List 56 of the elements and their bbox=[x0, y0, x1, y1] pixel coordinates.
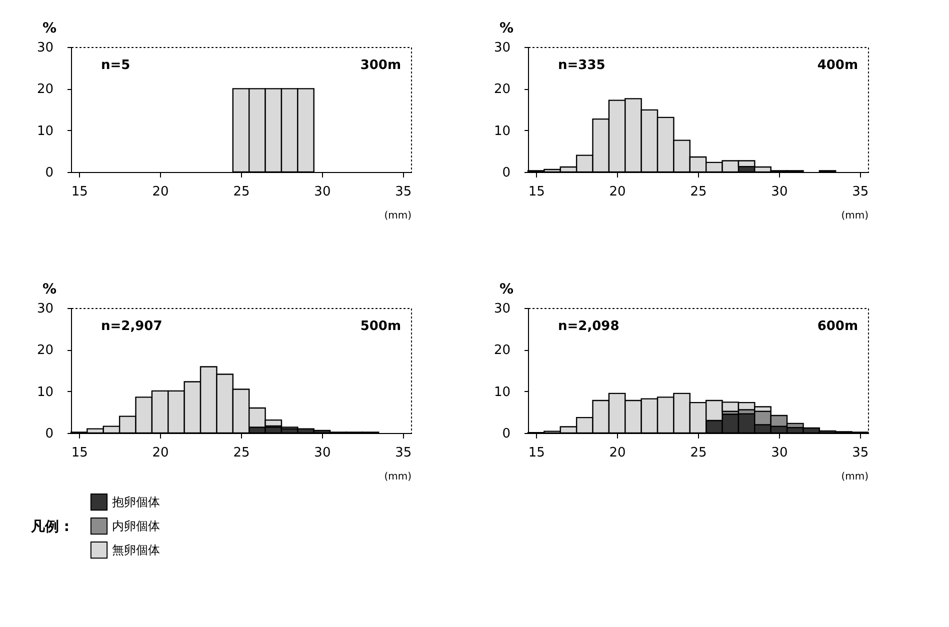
annotation: n=335 bbox=[558, 58, 606, 73]
x-tick-label: 20 bbox=[609, 446, 626, 460]
y-tick-label: 10 bbox=[494, 384, 510, 400]
legend-label: 内卵個体 bbox=[112, 519, 160, 533]
y-tick-label: 30 bbox=[36, 302, 54, 316]
x-tick-label: 35 bbox=[852, 184, 869, 200]
x-tick-label: 15 bbox=[71, 446, 88, 460]
annotation: 300m bbox=[360, 58, 401, 73]
y-tick-label: 10 bbox=[36, 124, 54, 139]
y-tick-label: 0 bbox=[45, 166, 54, 180]
x-tick-label: 30 bbox=[771, 184, 788, 200]
x-tick-label: 30 bbox=[314, 184, 331, 200]
y-tick-label: 20 bbox=[494, 343, 510, 358]
annotation: n=2,098 bbox=[558, 319, 620, 334]
y-tick-label: 10 bbox=[36, 384, 54, 400]
legend-label: 抱卵個体 bbox=[112, 495, 160, 509]
y-axis-title: % bbox=[42, 282, 57, 298]
x-tick-label: 25 bbox=[690, 446, 707, 460]
x-tick-label: 25 bbox=[690, 184, 707, 200]
y-tick-label: 20 bbox=[36, 82, 54, 98]
x-tick-label: 25 bbox=[233, 184, 250, 200]
y-tick-label: 10 bbox=[494, 124, 510, 139]
annotation: 500m bbox=[360, 319, 401, 334]
y-tick-label: 30 bbox=[494, 302, 510, 316]
y-tick-label: 30 bbox=[36, 40, 54, 56]
legend-label: 無卵個体 bbox=[112, 543, 160, 557]
y-tick-label: 20 bbox=[36, 343, 54, 358]
x-tick-label: 30 bbox=[771, 446, 788, 460]
x-tick-label: 20 bbox=[609, 184, 626, 200]
annotation: 600m bbox=[817, 319, 858, 334]
y-tick-label: 0 bbox=[502, 166, 510, 180]
x-tick-label: 20 bbox=[152, 446, 169, 460]
y-tick-label: 0 bbox=[502, 426, 510, 442]
x-axis-title: (mm) bbox=[384, 210, 412, 222]
y-tick-label: 20 bbox=[494, 82, 510, 98]
annotation: 400m bbox=[817, 58, 858, 73]
x-axis-title: (mm) bbox=[841, 472, 869, 482]
y-axis-title: % bbox=[42, 20, 57, 36]
x-tick-label: 25 bbox=[233, 446, 250, 460]
y-axis-title: % bbox=[499, 20, 514, 36]
x-tick-label: 35 bbox=[395, 446, 412, 460]
x-axis-title: (mm) bbox=[384, 472, 412, 482]
annotation: n=2,907 bbox=[101, 319, 162, 334]
legend-title: 凡例 : bbox=[30, 519, 70, 535]
y-tick-label: 0 bbox=[45, 426, 54, 442]
x-tick-label: 30 bbox=[314, 446, 331, 460]
x-axis-title: (mm) bbox=[841, 210, 869, 222]
annotation: n=5 bbox=[101, 58, 130, 73]
y-tick-label: 30 bbox=[494, 40, 510, 56]
y-axis-title: % bbox=[499, 282, 514, 298]
x-tick-label: 15 bbox=[528, 446, 545, 460]
x-tick-label: 35 bbox=[395, 184, 412, 200]
x-tick-label: 35 bbox=[852, 446, 869, 460]
x-tick-label: 20 bbox=[152, 184, 169, 200]
x-tick-label: 15 bbox=[528, 184, 545, 200]
x-tick-label: 15 bbox=[71, 184, 88, 200]
